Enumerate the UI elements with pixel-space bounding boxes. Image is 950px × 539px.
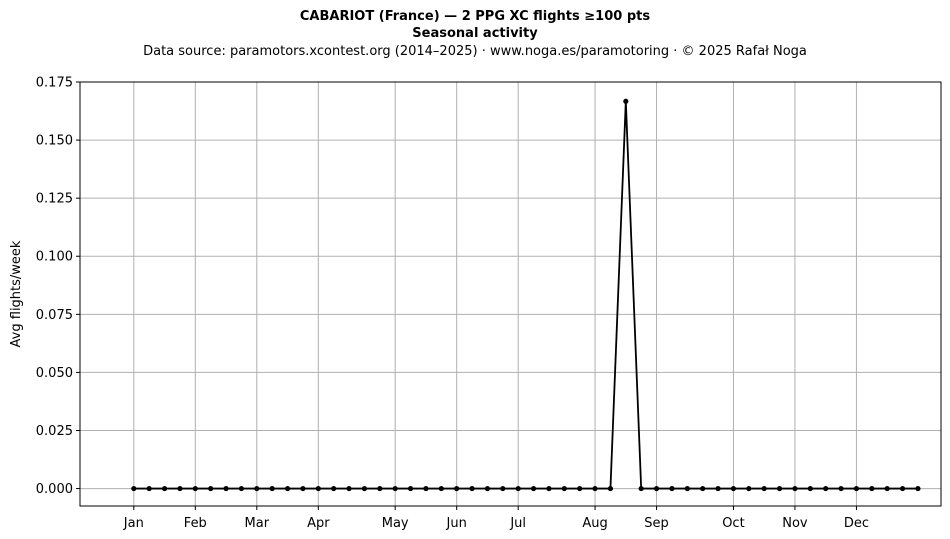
x-tick-label: May [382,516,409,531]
y-tick-label: 0.175 [36,76,73,91]
data-point [700,485,706,492]
data-point [807,485,813,492]
chart-title-block: CABARIOT (France) — 2 PPG XC flights ≥10… [0,8,950,61]
x-tick-label: Jun [446,516,467,531]
data-point [161,485,168,492]
data-point [223,485,229,492]
y-tick-label: 0.050 [36,366,73,381]
chart-caption: Data source: paramotors.xcontest.org (20… [143,44,807,59]
data-point [915,485,921,492]
data-point [653,485,660,492]
data-point [469,485,475,492]
data-point [684,485,690,492]
data-point [592,485,598,492]
x-tick-label: Apr [307,516,330,531]
data-point [177,485,183,492]
y-tick-label: 0.100 [36,250,73,265]
y-tick-label: 0.000 [36,482,73,497]
data-point [669,485,675,492]
data-point [315,485,321,492]
data-point [838,485,844,492]
data-point [746,485,752,492]
data-point [530,485,537,492]
data-point [146,485,152,492]
data-point [899,485,906,492]
x-tick-label: Sep [644,516,669,531]
data-point [361,485,368,492]
y-tick-label: 0.075 [36,308,73,323]
data-point [131,485,137,492]
x-tick-label: Jul [509,516,526,531]
data-point [546,485,552,492]
data-point [331,485,337,492]
x-tick-label: Feb [184,516,207,531]
y-tick-label: 0.025 [36,424,73,439]
data-point [884,485,890,492]
y-tick-label: 0.150 [36,134,73,149]
y-axis-label: Avg flights/week [9,240,24,347]
x-axis-ticks: Jan Feb Mar Apr May Jun Jul Aug Sep Oct Nov Dec [123,506,869,531]
series-line [133,100,918,490]
data-point [392,485,398,492]
data-point [715,485,721,492]
data-point [515,485,521,492]
grid-lines [80,81,941,506]
data-point [192,485,198,492]
plot-frame [79,81,942,507]
data-point [776,485,783,492]
data-point [208,485,214,492]
data-point [561,485,567,492]
data-point [484,485,491,492]
data-point [607,485,614,492]
data-point [377,485,383,492]
x-tick-label: Dec [844,516,869,531]
data-point [638,485,644,492]
data-point [423,485,429,492]
data-point [761,485,767,492]
data-point [823,485,829,492]
x-tick-label: Nov [782,516,808,531]
y-tick-label: 0.125 [36,192,73,207]
data-point [269,485,275,492]
data-point [254,485,260,492]
series-line-group [133,100,918,490]
data-point [577,485,583,492]
data-point [730,485,737,492]
x-tick-label: Mar [245,516,270,531]
data-point [407,485,414,492]
data-point [454,485,460,492]
data-point [438,485,444,492]
data-point [500,485,506,492]
data-point [346,485,352,492]
x-tick-label: Jan [123,516,144,531]
data-point [300,485,306,492]
data-point [284,485,291,492]
data-point [238,485,245,492]
data-point [792,485,798,492]
data-points-group [131,98,921,492]
data-point [623,98,629,104]
x-tick-label: Aug [582,516,607,531]
data-point [869,485,875,492]
y-axis-ticks: 0.000 0.025 0.050 0.075 0.100 0.125 0.150 0.175 [36,76,80,497]
chart-subtitle: Seasonal activity [412,26,538,41]
x-tick-label: Oct [722,516,744,531]
data-point [853,485,860,492]
chart-title: CABARIOT (France) — 2 PPG XC flights ≥10… [299,9,651,24]
